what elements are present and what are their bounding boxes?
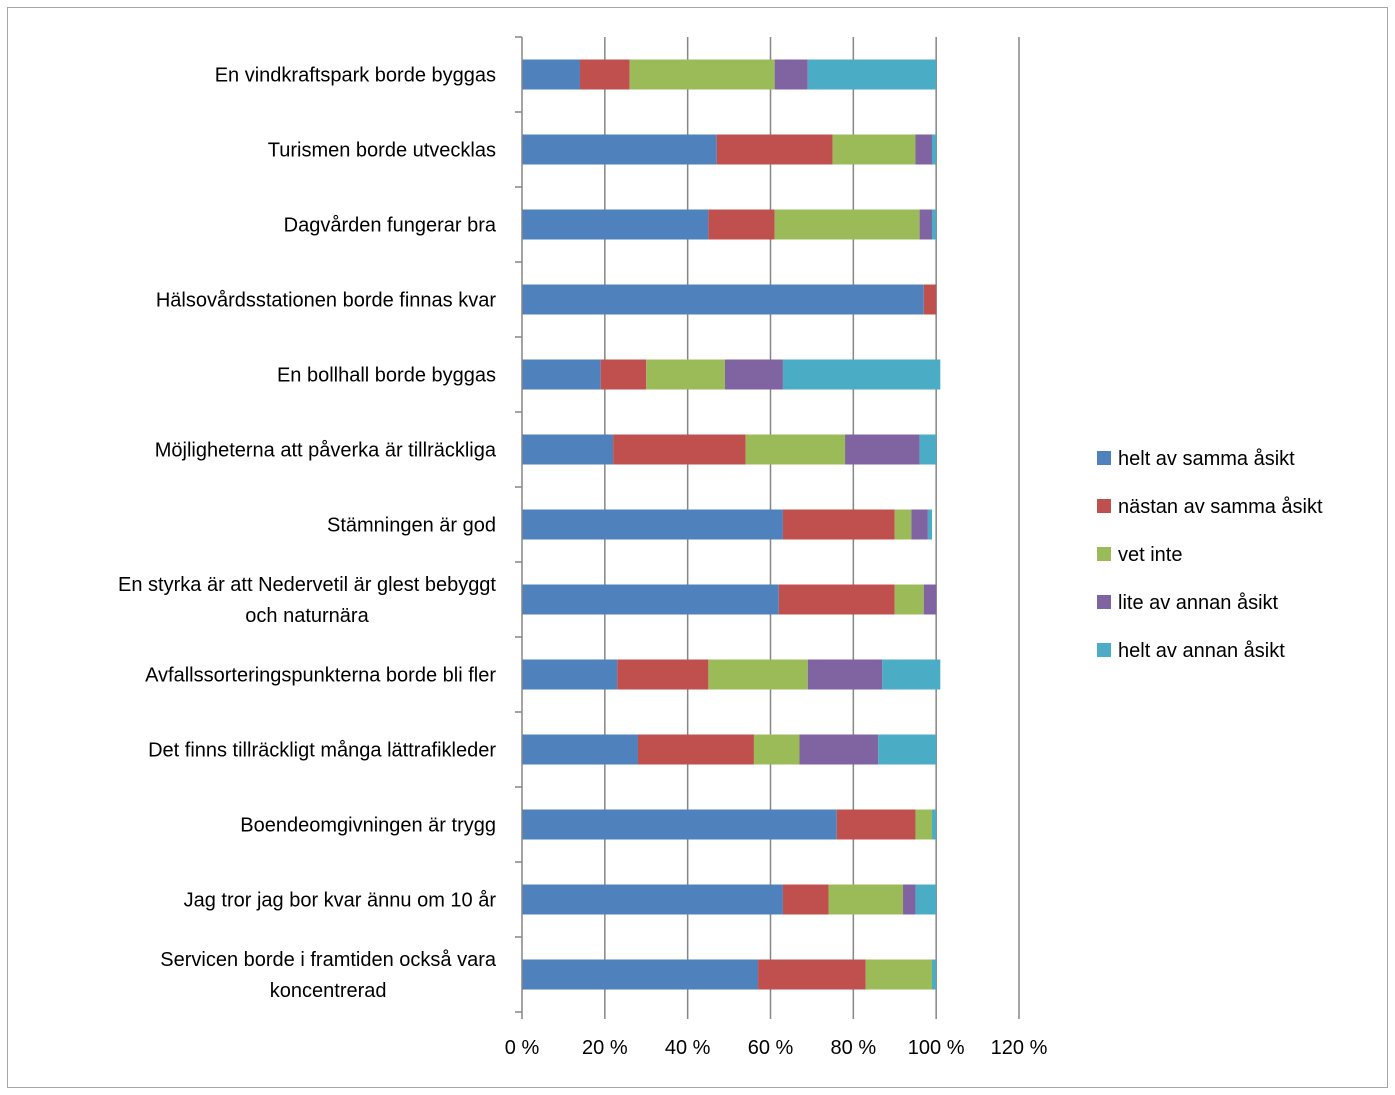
category-label: Stämningen är god: [327, 515, 496, 537]
category-label: Turismen borde utvecklas: [268, 140, 496, 162]
bar-segment: [774, 59, 808, 90]
bar-segment: [522, 959, 759, 990]
category-label: Jag tror jag bor kvar ännu om 10 år: [184, 890, 497, 912]
legend-swatch: [1097, 499, 1111, 513]
bar-segment: [522, 59, 580, 90]
legend-label: vet inte: [1118, 544, 1182, 566]
category-label: koncentrerad: [270, 980, 387, 1002]
bar-segment: [894, 509, 912, 540]
bar-segment: [774, 209, 920, 240]
category-label: Möjligheterna att påverka är tillräcklig…: [155, 440, 497, 462]
category-label: En vindkraftspark borde byggas: [215, 65, 496, 87]
bar-segment: [832, 134, 916, 165]
bar-segment: [923, 284, 937, 315]
bar-segment: [828, 884, 904, 915]
category-label: En styrka är att Nedervetil är glest beb…: [118, 574, 496, 596]
category-label: Dagvården fungerar bra: [284, 215, 497, 237]
legend-label: lite av annan åsikt: [1118, 592, 1279, 614]
bar-segment: [522, 134, 717, 165]
bar-segment: [522, 659, 618, 690]
x-tick-label: 120 %: [991, 1037, 1048, 1059]
bar-segment: [600, 359, 647, 390]
bar-segment: [882, 659, 941, 690]
bar-segment: [716, 134, 833, 165]
bar-segment: [753, 734, 800, 765]
bar-segment: [932, 809, 937, 840]
legend-label: nästan av samma åsikt: [1118, 496, 1323, 518]
bar-segment: [807, 659, 883, 690]
bar-segment: [894, 584, 924, 615]
bar-segment: [522, 209, 709, 240]
x-tick-label: 60 %: [748, 1037, 794, 1059]
bar-segment: [724, 359, 783, 390]
legend-swatch: [1097, 547, 1111, 561]
axes: [515, 36, 1020, 1019]
bar-segment: [522, 434, 614, 465]
bar-segment: [522, 809, 837, 840]
bar-segment: [845, 434, 920, 465]
bars: [522, 59, 941, 990]
category-label: Hälsovårdsstationen borde finnas kvar: [156, 290, 497, 312]
category-label: Det finns tillräckligt många lättrafikle…: [148, 740, 496, 762]
bar-segment: [782, 359, 941, 390]
x-tick-label: 40 %: [665, 1037, 711, 1059]
x-tick-label: 80 %: [831, 1037, 877, 1059]
bar-segment: [932, 134, 937, 165]
bar-segment: [522, 509, 783, 540]
bar-segment: [758, 959, 866, 990]
bar-segment: [522, 584, 779, 615]
category-label: Servicen borde i framtiden också vara: [160, 949, 497, 971]
bar-segment: [932, 209, 937, 240]
category-label: Boendeomgivningen är trygg: [240, 815, 496, 837]
legend-swatch: [1097, 451, 1111, 465]
bar-segment: [745, 434, 846, 465]
legend-label: helt av annan åsikt: [1118, 640, 1285, 662]
bar-segment: [782, 509, 895, 540]
bar-segment: [522, 359, 601, 390]
legend: helt av samma åsikt nästan av samma åsikt…: [1097, 448, 1323, 662]
x-tick-label: 100 %: [908, 1037, 965, 1059]
legend-label: helt av samma åsikt: [1118, 448, 1295, 470]
bar-segment: [919, 434, 937, 465]
bar-segment: [919, 209, 933, 240]
bar-segment: [807, 59, 937, 90]
bar-segment: [915, 134, 933, 165]
bar-segment: [522, 884, 783, 915]
labels: 0 % 20 % 40 % 60 % 80 % 100 % 120 % En vindkraf…: [118, 65, 1048, 1060]
category-label: En bollhall borde byggas: [277, 365, 496, 387]
gridlines: [604, 37, 1020, 1012]
bar-segment: [927, 509, 933, 540]
bar-segment: [629, 59, 775, 90]
bar-segment: [522, 284, 924, 315]
bar-segment: [932, 959, 937, 990]
bar-segment: [778, 584, 895, 615]
bar-segment: [708, 659, 808, 690]
bar-segment: [911, 509, 928, 540]
category-label: Avfallssorteringspunkterna borde bli fle…: [145, 665, 496, 687]
category-label: och naturnära: [245, 605, 369, 627]
bar-segment: [522, 734, 638, 765]
bar-segment: [708, 209, 775, 240]
x-tick-label: 0 %: [505, 1037, 540, 1059]
bar-segment: [617, 659, 709, 690]
bar-segment: [836, 809, 916, 840]
bar-segment: [865, 959, 933, 990]
bar-segment: [903, 884, 916, 915]
bar-segment: [613, 434, 746, 465]
legend-swatch: [1097, 643, 1111, 657]
legend-swatch: [1097, 595, 1111, 609]
bar-segment: [799, 734, 879, 765]
bar-segment: [923, 584, 937, 615]
bar-segment: [579, 59, 630, 90]
bar-segment: [637, 734, 754, 765]
bar-segment: [915, 884, 937, 915]
bar-segment: [782, 884, 829, 915]
bar-segment: [915, 809, 933, 840]
bar-segment: [878, 734, 937, 765]
x-tick-label: 20 %: [582, 1037, 628, 1059]
bar-segment: [646, 359, 725, 390]
